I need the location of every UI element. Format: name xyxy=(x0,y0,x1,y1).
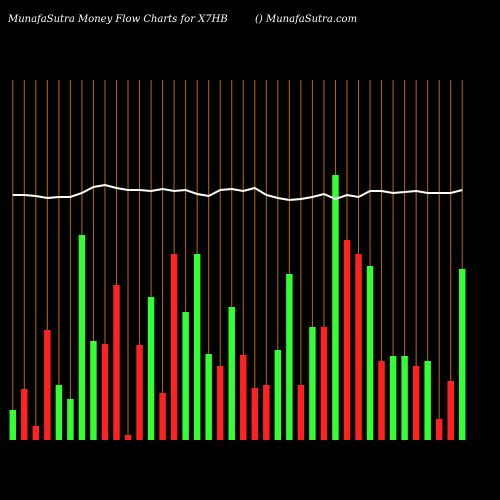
bar xyxy=(355,254,362,440)
bar xyxy=(113,285,120,440)
bar xyxy=(401,356,408,440)
bar xyxy=(263,385,270,440)
bar xyxy=(9,410,16,440)
bar xyxy=(389,356,397,440)
bar xyxy=(205,354,212,440)
chart-subtitle: () MunafaSutra.com xyxy=(255,14,357,25)
bar xyxy=(320,327,328,440)
bar xyxy=(332,175,339,440)
bar xyxy=(182,312,189,440)
bar xyxy=(101,344,109,440)
bar xyxy=(424,361,431,440)
bar xyxy=(412,366,420,440)
bar xyxy=(170,254,178,440)
bar xyxy=(32,426,40,440)
bar xyxy=(343,240,351,440)
bar xyxy=(44,330,51,440)
bar xyxy=(274,350,282,440)
bar xyxy=(447,381,454,440)
bar xyxy=(55,385,63,440)
bar xyxy=(309,327,316,440)
chart-title: MunafaSutra Money Flow Charts for X7HB xyxy=(7,14,228,25)
bar xyxy=(378,361,385,440)
bar xyxy=(136,345,143,440)
bar xyxy=(90,341,97,440)
bar xyxy=(67,399,74,440)
bar xyxy=(286,274,293,440)
bar xyxy=(159,393,166,440)
bar xyxy=(251,388,259,440)
bar xyxy=(124,435,132,440)
bar xyxy=(193,254,201,440)
bar xyxy=(435,419,443,440)
bar xyxy=(240,355,247,440)
bar xyxy=(459,269,466,440)
bar xyxy=(216,366,224,440)
bar xyxy=(78,235,86,440)
bar xyxy=(297,385,305,440)
money-flow-line xyxy=(12,183,463,202)
bar xyxy=(366,266,374,440)
bar xyxy=(21,389,28,440)
bar xyxy=(228,307,235,440)
bar xyxy=(147,297,155,440)
